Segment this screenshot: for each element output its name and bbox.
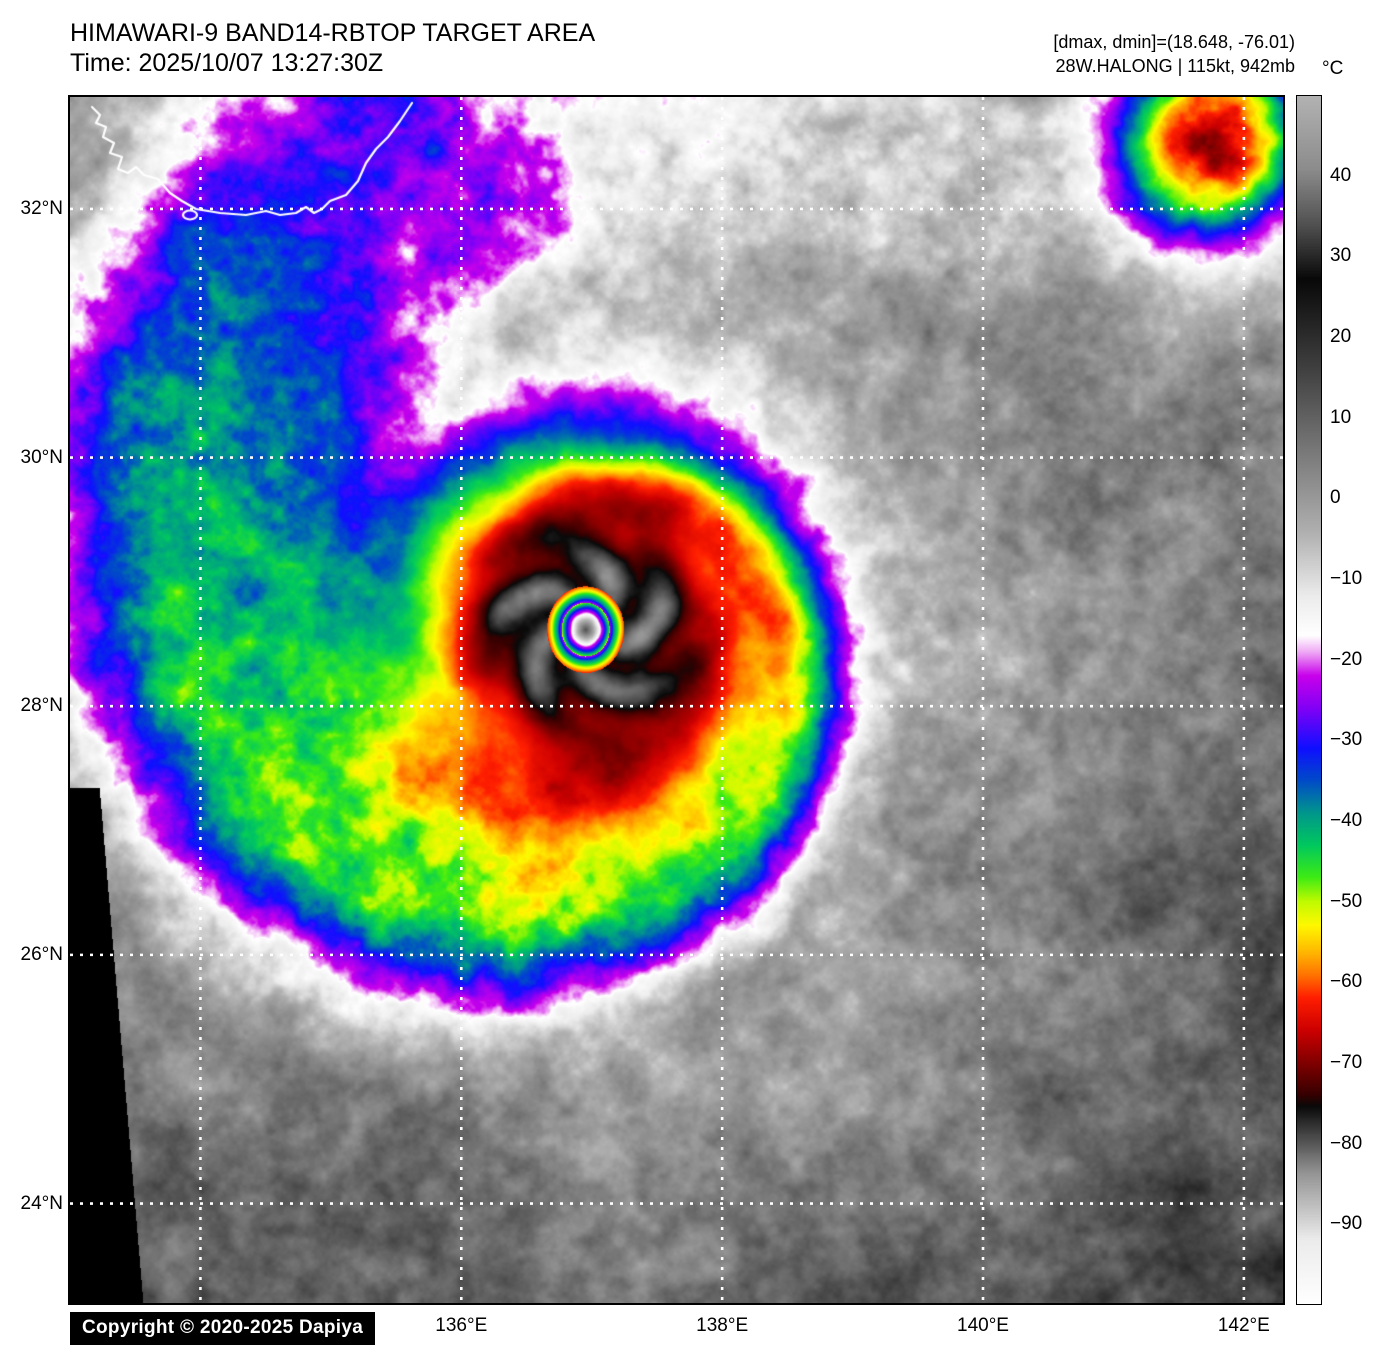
colorbar-tick--90: −90	[1330, 1213, 1363, 1235]
copyright-badge: Copyright © 2020-2025 Dapiya	[70, 1312, 376, 1345]
satellite-image-plot[interactable]	[68, 95, 1285, 1305]
colorbar-tick-30: 30	[1330, 245, 1352, 267]
lat-tick-24: 24°N	[20, 1192, 63, 1214]
lon-tick-140: 140°E	[957, 1315, 1009, 1336]
colorbar-gradient	[1297, 96, 1321, 1304]
lon-tick-136: 136°E	[435, 1315, 488, 1336]
colorbar-tick-10: 10	[1330, 406, 1352, 428]
colorbar-tick-20: 20	[1330, 326, 1352, 347]
data-range-label: [dmax, dmin]=(18.648, -76.01)	[1053, 32, 1295, 52]
colorbar-tick--30: −30	[1330, 729, 1363, 751]
colorbar-tick--20: −20	[1330, 648, 1363, 670]
colorbar-tick--50: −50	[1330, 890, 1363, 912]
lat-tick-30: 30°N	[20, 446, 63, 468]
satellite-imagery-canvas	[70, 97, 1283, 1303]
header-metadata-block: [dmax, dmin]=(18.648, -76.01) 28W.HALONG…	[1053, 30, 1295, 78]
colorbar[interactable]	[1296, 95, 1322, 1305]
colorbar-tick--80: −80	[1330, 1132, 1363, 1154]
lon-tick-142: 142°E	[1217, 1315, 1270, 1336]
lat-tick-32: 32°N	[20, 197, 63, 219]
page-title: HIMAWARI-9 BAND14-RBTOP TARGET AREA	[70, 19, 596, 47]
timestamp-label: Time: 2025/10/07 13:27:30Z	[70, 49, 384, 77]
header-title-block: HIMAWARI-9 BAND14-RBTOP TARGET AREA Time…	[70, 18, 595, 78]
colorbar-tick--70: −70	[1330, 1052, 1363, 1073]
latlon-gridlines	[70, 97, 1283, 1303]
colorbar-tick--10: −10	[1330, 568, 1363, 589]
storm-info-label: 28W.HALONG | 115kt, 942mb	[1055, 56, 1295, 76]
colorbar-tick--60: −60	[1330, 971, 1363, 993]
colorbar-tick-40: 40	[1330, 164, 1352, 186]
colorbar-unit-label: °C	[1322, 58, 1344, 79]
colorbar-tick--40: −40	[1330, 810, 1363, 831]
lat-tick-26: 26°N	[20, 943, 63, 965]
lat-tick-28: 28°N	[20, 695, 63, 717]
lon-tick-138: 138°E	[696, 1315, 749, 1336]
colorbar-tick-0: 0	[1330, 487, 1341, 509]
